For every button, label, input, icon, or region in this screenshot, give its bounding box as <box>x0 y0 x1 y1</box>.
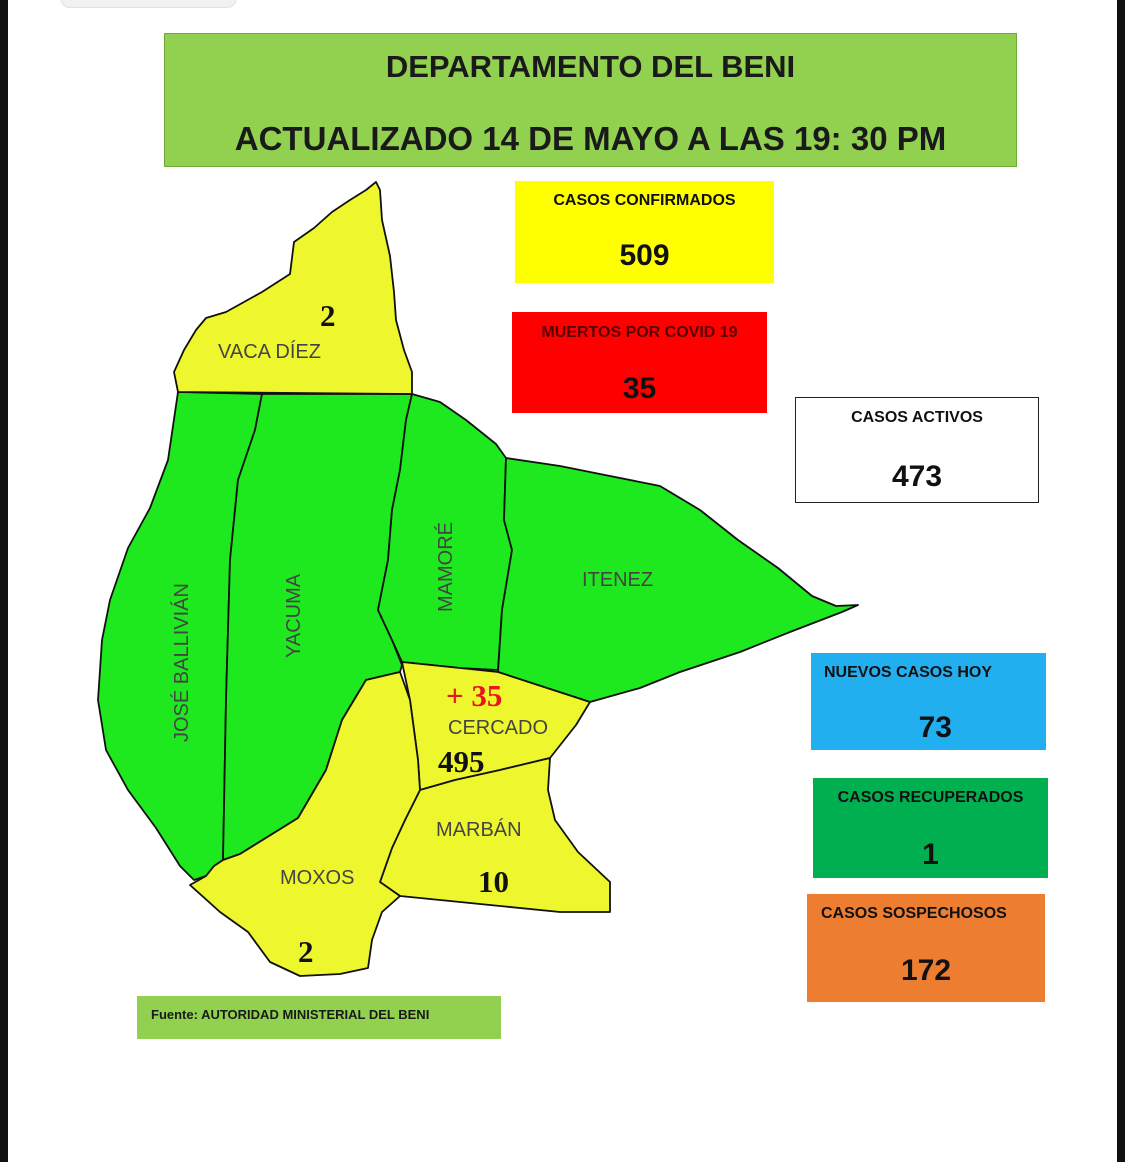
stat-new-value: 73 <box>918 711 952 744</box>
label-marban: MARBÁN <box>436 818 522 841</box>
stat-confirmed-value: 509 <box>619 239 670 272</box>
label-mamore: MAMORÉ <box>434 522 457 612</box>
stat-deaths: MUERTOS POR COVID 19 35 <box>512 312 767 413</box>
update-timestamp: ACTUALIZADO 14 DE MAYO A LAS 19: 30 PM <box>234 120 947 157</box>
label-jose-ballivian: JOSÉ BALLIVIÁN <box>170 583 193 742</box>
stat-suspected: CASOS SOSPECHOSOS 172 <box>807 894 1045 1002</box>
label-itenez: ITENEZ <box>582 569 653 591</box>
stat-active-cases: CASOS ACTIVOS 473 <box>795 397 1039 503</box>
stat-recovered: CASOS RECUPERADOS 1 <box>813 778 1048 878</box>
stat-new-label: NUEVOS CASOS HOY <box>824 664 993 681</box>
stat-deaths-value: 35 <box>622 372 657 405</box>
stat-deaths-label: MUERTOS POR COVID 19 <box>541 324 738 341</box>
region-vaca-diez <box>173 181 413 395</box>
label-vaca-diez: VACA DÍEZ <box>218 340 321 363</box>
stat-active-label: CASOS ACTIVOS <box>851 409 983 426</box>
stat-new-cases-today: NUEVOS CASOS HOY 73 <box>811 653 1046 750</box>
stat-suspected-value: 172 <box>900 954 952 987</box>
stat-confirmed-label: CASOS CONFIRMADOS <box>553 192 736 209</box>
cases-cercado: 495 <box>438 744 485 779</box>
stat-recovered-value: 1 <box>922 838 939 871</box>
stat-confirmed-cases: CASOS CONFIRMADOS 509 <box>515 181 774 283</box>
label-yacuma: YACUMA <box>283 573 305 658</box>
cases-moxos: 2 <box>298 934 314 969</box>
new-cases-cercado: + 35 <box>446 678 502 713</box>
region-mamore <box>377 393 513 671</box>
source-note: Fuente: AUTORIDAD MINISTERIAL DEL BENI <box>137 996 501 1039</box>
stat-suspected-label: CASOS SOSPECHOSOS <box>821 905 1007 922</box>
header-banner: DEPARTAMENTO DEL BENI ACTUALIZADO 14 DE … <box>164 33 1017 167</box>
label-moxos: MOXOS <box>280 867 354 889</box>
cases-marban: 10 <box>478 864 509 899</box>
label-cercado: CERCADO <box>448 717 548 739</box>
stat-recovered-label: CASOS RECUPERADOS <box>837 789 1024 806</box>
stat-active-value: 473 <box>891 460 943 493</box>
region-moxos <box>189 671 421 977</box>
page-title: DEPARTAMENTO DEL BENI <box>385 49 796 84</box>
cases-vaca-diez: 2 <box>320 298 336 333</box>
region-itenez <box>497 457 859 703</box>
